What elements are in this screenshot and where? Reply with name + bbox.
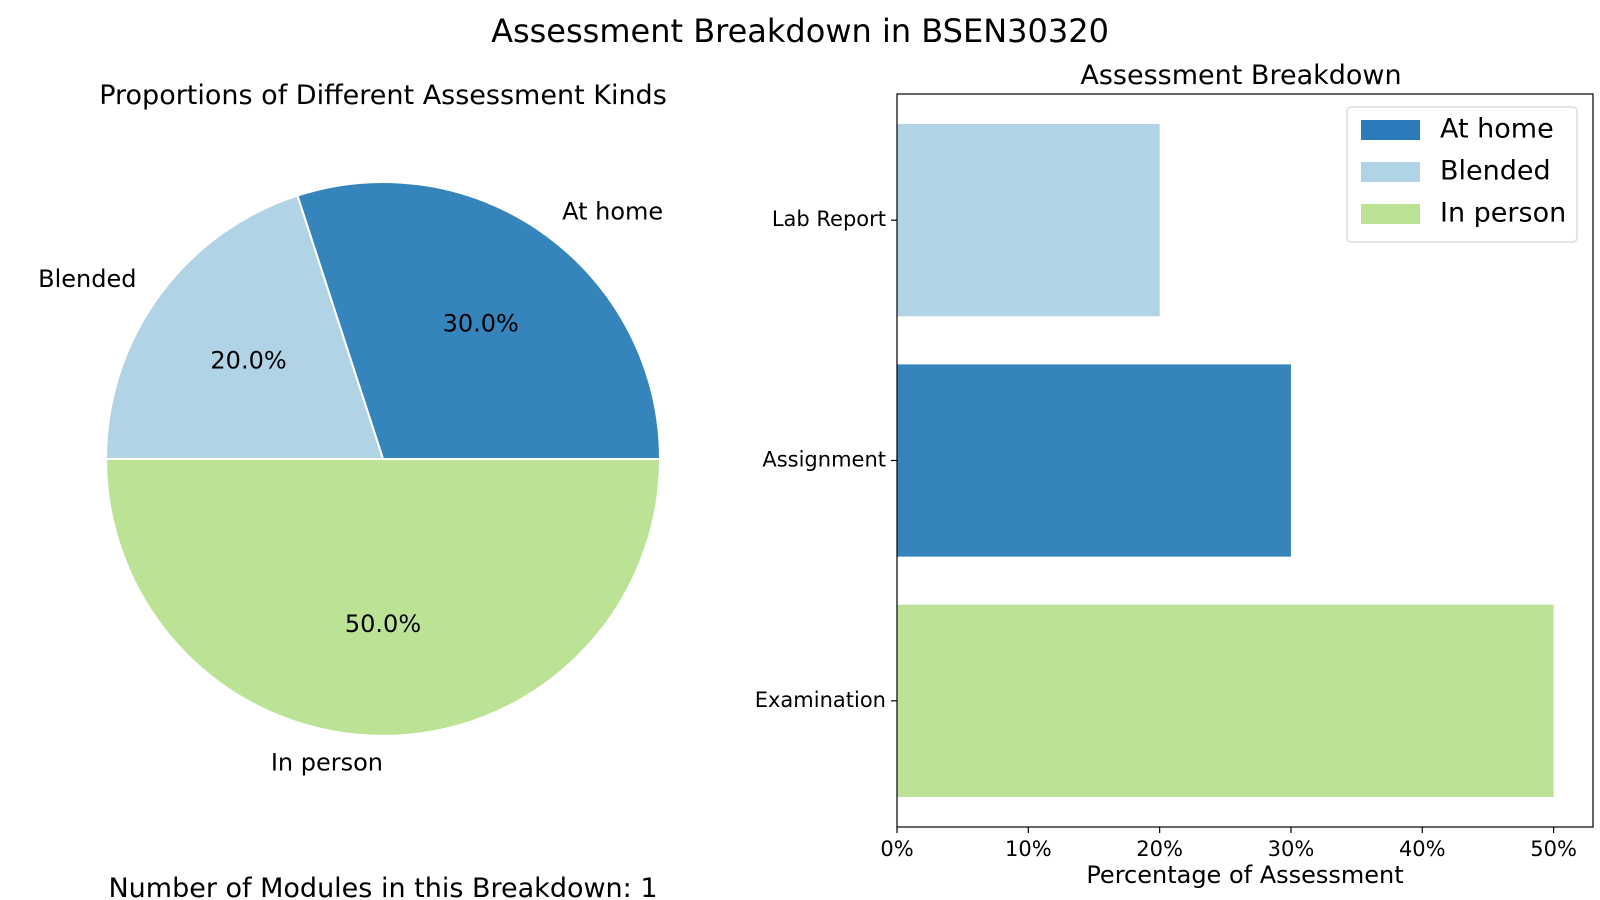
legend-label-blended: Blended (1440, 156, 1551, 187)
pie-labels: At home 30.0% Blended 20.0% In person 50.0% (38, 197, 663, 776)
bar-assignment (897, 364, 1291, 557)
pie-slice-at-home (296, 181, 662, 460)
legend-label-in-person: In person (1440, 198, 1566, 229)
bars (897, 124, 1554, 797)
module-count-note: Number of Modules in this Breakdown: 1 (108, 873, 657, 900)
y-tick-label-lab-report: Lab Report (772, 207, 886, 231)
x-tick-label: 50% (1530, 837, 1577, 861)
y-tick-label-assignment: Assignment (762, 448, 886, 472)
pie-title: Proportions of Different Assessment Kind… (99, 80, 667, 111)
pie-pct-in-person: 50.0% (345, 610, 421, 638)
x-tick-label: 20% (1136, 837, 1183, 861)
bar-lab-report (897, 124, 1160, 317)
y-tick-label-examination: Examination (755, 688, 886, 712)
pie-chart: Proportions of Different Assessment Kind… (38, 80, 667, 777)
bar-chart: Assessment Breakdown Lab Report Assignmen… (755, 60, 1594, 889)
x-axis-ticks: 0% 10% 20% 30% 40% 50% (880, 827, 1577, 861)
x-tick-label: 10% (1005, 837, 1052, 861)
x-axis-label: Percentage of Assessment (1086, 861, 1403, 889)
legend-label-at-home: At home (1440, 114, 1554, 145)
legend: At home Blended In person (1346, 106, 1578, 243)
pie-label-at-home: At home (562, 197, 663, 225)
pie-slices (104, 181, 662, 737)
pie-slice-in-person (104, 458, 662, 737)
x-tick-label: 30% (1268, 837, 1315, 861)
y-axis-ticks: Lab Report Assignment Examination (755, 207, 897, 712)
bar-examination (897, 604, 1554, 797)
pie-pct-blended: 20.0% (210, 346, 286, 374)
pie-pct-at-home: 30.0% (443, 310, 519, 338)
pie-slice-blended (104, 194, 385, 460)
legend-swatch-in-person (1361, 204, 1420, 224)
figure-title: Assessment Breakdown in BSEN30320 (491, 12, 1109, 50)
pie-label-blended: Blended (38, 265, 136, 293)
x-tick-label: 0% (880, 837, 913, 861)
bar-title: Assessment Breakdown (1080, 60, 1401, 91)
x-tick-label: 40% (1399, 837, 1446, 861)
legend-swatch-blended (1361, 162, 1420, 182)
legend-swatch-at-home (1361, 120, 1420, 140)
pie-label-in-person: In person (271, 749, 383, 777)
